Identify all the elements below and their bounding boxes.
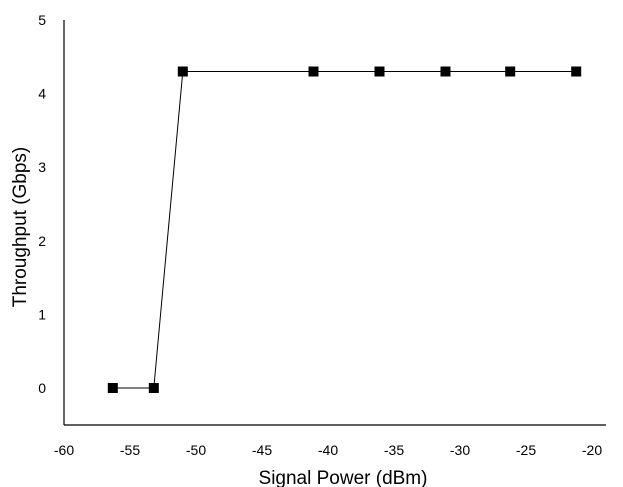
y-tick-label: 1 bbox=[38, 306, 46, 322]
data-point-marker bbox=[308, 66, 319, 77]
x-tick-label: -35 bbox=[384, 442, 404, 458]
data-point-marker bbox=[107, 383, 118, 393]
x-tick-label: -60 bbox=[54, 442, 74, 458]
data-point-marker bbox=[374, 66, 385, 77]
data-point-marker bbox=[148, 383, 159, 393]
data-point-marker bbox=[177, 66, 188, 77]
data-point-marker bbox=[571, 66, 582, 77]
x-tick-label: -25 bbox=[516, 442, 536, 458]
data-point-marker bbox=[505, 66, 516, 77]
axes bbox=[63, 20, 606, 426]
y-tick-label: 5 bbox=[38, 12, 46, 28]
x-tick-label: -20 bbox=[582, 442, 602, 458]
y-tick-label: 2 bbox=[38, 233, 46, 249]
y-tick-labels: 0 1 2 3 4 5 bbox=[38, 12, 46, 396]
x-tick-label: -55 bbox=[120, 442, 140, 458]
series-line bbox=[112, 71, 577, 389]
y-tick-label: 3 bbox=[38, 159, 46, 175]
data-point-marker bbox=[440, 66, 451, 77]
x-tick-label: -30 bbox=[450, 442, 470, 458]
x-tick-labels: -60 -55 -50 -45 -40 -35 -30 -25 -20 bbox=[54, 442, 602, 458]
series bbox=[107, 66, 582, 393]
x-tick-label: -40 bbox=[318, 442, 338, 458]
y-axis-title: Throughput (Gbps) bbox=[10, 147, 31, 308]
y-tick-label: 4 bbox=[38, 86, 46, 102]
x-tick-label: -45 bbox=[252, 442, 272, 458]
x-axis-title: Signal Power (dBm) bbox=[259, 468, 428, 487]
y-tick-label: 0 bbox=[38, 380, 46, 396]
x-tick-label: -50 bbox=[186, 442, 206, 458]
